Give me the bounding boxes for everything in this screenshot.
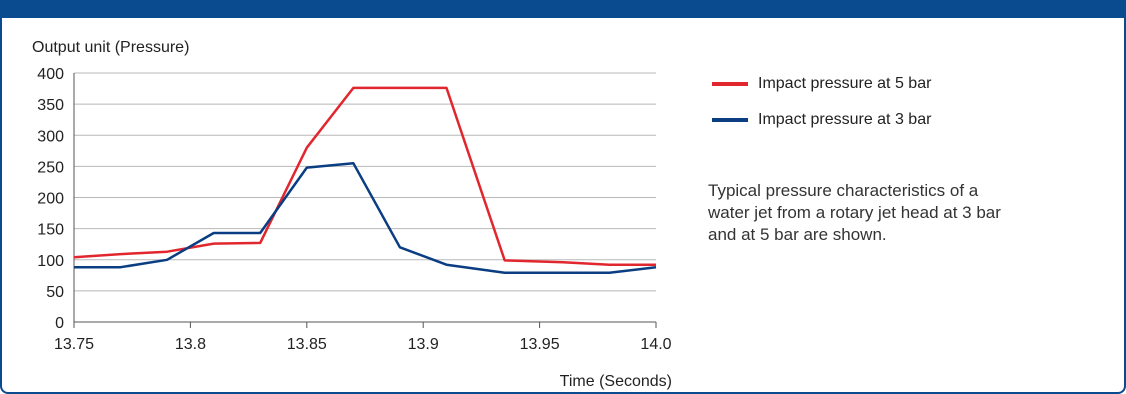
x-tick-label-13.85: 13.85 [287,336,327,353]
legend-item-5bar: Impact pressure at 5 bar [712,74,931,94]
y-tick-label-350: 350 [37,97,64,114]
legend-swatch-3bar [712,118,748,122]
x-tick-label-13.95: 13.95 [520,336,560,353]
y-tick-label-250: 250 [37,159,64,176]
y-tick-label-200: 200 [37,191,64,208]
legend-label-5bar: Impact pressure at 5 bar [758,75,932,92]
y-tick-label-300: 300 [37,128,64,145]
x-tick-label-14.0: 14.0 [640,336,671,353]
x-axis-title: Time (Seconds) [560,373,672,390]
header-bar [0,0,1126,18]
legend-swatch-5bar [712,82,748,86]
y-tick-label-400: 400 [37,66,64,83]
legend: Impact pressure at 5 bar Impact pressure… [712,74,931,146]
legend-label-3bar: Impact pressure at 3 bar [758,111,932,128]
x-tick-label-13.8: 13.8 [175,336,206,353]
x-tick-label-13.9: 13.9 [408,336,439,353]
series-line-0 [73,86,656,266]
y-tick-labels: 0 50 100 150 200 250 300 350 400 [37,66,64,332]
y-tick-label-0: 0 [55,315,64,332]
gridlines [73,72,656,323]
x-tick-labels: 13.75 13.8 13.85 13.9 13.95 14.0 [54,322,672,353]
x-tick-label-13.75: 13.75 [54,336,94,353]
y-tick-label-50: 50 [46,284,64,301]
legend-item-3bar: Impact pressure at 3 bar [712,110,931,130]
series-line-1 [74,162,657,275]
series-lines [73,86,657,275]
y-tick-label-150: 150 [37,222,64,239]
description-note: Typical pressure characteristics of a wa… [708,181,1001,244]
y-tick-label-100: 100 [37,253,64,270]
y-axis-title: Output unit (Pressure) [32,39,189,56]
